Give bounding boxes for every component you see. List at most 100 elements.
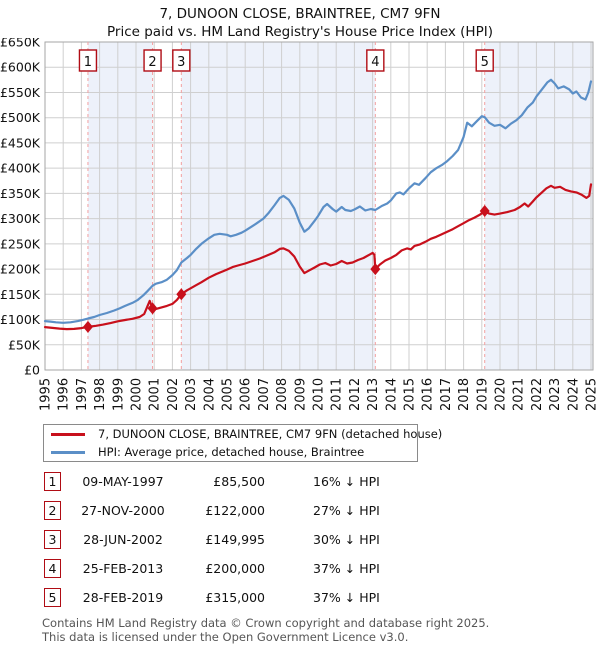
x-axis-tick-label: 2020	[494, 378, 509, 411]
license-footer: Contains HM Land Registry data © Crown c…	[42, 616, 490, 644]
sale-price: £85,500	[213, 473, 265, 489]
x-axis-tick-label: 2023	[548, 378, 563, 411]
sale-vs-hpi: 30% ↓ HPI	[313, 531, 380, 547]
x-axis-tick-label: 2024	[566, 378, 581, 411]
x-axis-tick-label: 2022	[530, 378, 545, 411]
legend-item-price-paid: 7, DUNOON CLOSE, BRAINTREE, CM7 9FN (det…	[44, 427, 442, 442]
sale-point-marker	[147, 302, 158, 315]
x-axis-tick-label: 1999	[111, 378, 126, 411]
x-axis-tick-label: 2014	[384, 378, 399, 411]
sale-point-marker	[370, 263, 381, 276]
y-axis-tick-label: £350K	[0, 186, 41, 201]
sale-date: 25-FEB-2013	[82, 560, 164, 576]
legend-item-hpi: HPI: Average price, detached house, Brai…	[44, 445, 417, 460]
sale-number-text: 2	[148, 55, 156, 70]
sale-price: £122,000	[205, 502, 265, 518]
sale-date: 09-MAY-1997	[82, 473, 164, 489]
x-axis-tick-label: 2000	[130, 378, 145, 411]
ownership-shading-band	[484, 42, 593, 370]
x-axis-tick-label: 2005	[221, 378, 236, 411]
x-axis-tick-label: 2015	[403, 378, 418, 411]
sale-price: £200,000	[205, 560, 265, 576]
x-axis-tick-label: 1997	[75, 378, 90, 411]
y-axis-tick-label: £550K	[0, 85, 41, 100]
page-title: 7, DUNOON CLOSE, BRAINTREE, CM7 9FN	[159, 6, 441, 22]
legend-label-price-paid: 7, DUNOON CLOSE, BRAINTREE, CM7 9FN (det…	[98, 427, 443, 441]
sale-row-1: 1 09-MAY-1997 £85,500 16% ↓ HPI	[44, 471, 380, 491]
sale-vs-hpi: 16% ↓ HPI	[313, 473, 380, 489]
sale-price: £149,995	[205, 531, 265, 547]
hpi-line	[43, 78, 593, 324]
sale-row-4: 4 25-FEB-2013 £200,000 37% ↓ HPI	[44, 558, 380, 578]
x-axis-tick-label: 2001	[148, 378, 163, 411]
y-axis-tick-label: £100K	[0, 312, 41, 327]
sale-number-box	[366, 49, 385, 72]
hpi-line-swatch	[51, 450, 85, 454]
y-axis-tick-label: £250K	[0, 236, 41, 251]
x-axis-tick-label: 2011	[330, 378, 345, 411]
sale-price: £315,000	[205, 589, 265, 605]
x-axis-tick-label: 2017	[439, 378, 454, 411]
x-axis-tick-label: 2013	[366, 378, 381, 411]
sale-date: 28-JUN-2002	[83, 531, 163, 547]
y-axis-tick-label: £150K	[0, 287, 41, 302]
sale-vs-hpi: 37% ↓ HPI	[313, 560, 380, 576]
x-axis-tick-label: 2007	[257, 378, 272, 411]
x-axis-tick-label: 2016	[421, 378, 436, 411]
x-axis-tick-label: 2018	[457, 378, 472, 411]
sale-point-marker	[82, 320, 93, 333]
ownership-shading-band	[181, 42, 376, 370]
y-axis-tick-label: £400K	[0, 161, 41, 176]
x-axis-tick-label: 2021	[512, 378, 527, 411]
x-axis-tick-label: 1998	[93, 378, 108, 411]
sale-number-badge: 2	[44, 500, 61, 520]
y-axis-tick-label: £50K	[8, 337, 41, 352]
sale-number-text: 5	[481, 55, 489, 70]
y-axis-tick-label: £650K	[0, 38, 41, 50]
sale-number-box	[475, 49, 494, 72]
sale-point-marker	[176, 288, 187, 301]
x-axis-tick-label: 1995	[39, 378, 54, 411]
price-history-chart: 1 2 3 4 5 £0 £50K £100K £150K £200K £250K £300K £350…	[0, 35, 600, 418]
sale-number-box	[143, 49, 162, 72]
license-footer-line2: This data is licensed under the Open Gov…	[42, 629, 409, 644]
y-axis-tick-label: £200K	[0, 262, 41, 277]
x-axis-tick-label: 2008	[275, 378, 290, 411]
legend-label-hpi: HPI: Average price, detached house, Brai…	[98, 445, 365, 459]
sale-number-badge: 4	[44, 558, 61, 578]
sale-number-text: 4	[371, 55, 379, 70]
sale-vs-hpi: 37% ↓ HPI	[313, 589, 380, 605]
y-axis-tick-label: £300K	[0, 211, 41, 226]
sale-point-marker	[479, 205, 490, 218]
sale-row-2: 2 27-NOV-2000 £122,000 27% ↓ HPI	[44, 500, 380, 520]
x-axis-tick-label: 1996	[57, 378, 72, 411]
x-axis-tick-label: 2012	[348, 378, 363, 411]
x-axis-tick-label: 2010	[312, 378, 327, 411]
sale-row-3: 3 28-JUN-2002 £149,995 30% ↓ HPI	[44, 529, 380, 549]
sale-date: 28-FEB-2019	[82, 589, 164, 605]
y-axis-tick-label: £0	[24, 363, 40, 378]
y-axis-tick-label: £500K	[0, 110, 41, 125]
page-subtitle: Price paid vs. HM Land Registry's House …	[107, 24, 493, 40]
license-footer-line1: Contains HM Land Registry data © Crown c…	[42, 616, 490, 630]
sale-number-text: 3	[177, 55, 185, 70]
price-history-chart-canvas: 1 2 3 4 5 £0 £50K £100K £150K £200K £250K £300K £350…	[0, 35, 600, 412]
plot-border	[44, 41, 594, 371]
sale-number-badge: 5	[44, 587, 61, 607]
sale-number-box	[78, 49, 98, 72]
y-axis-tick-label: £600K	[0, 60, 41, 75]
x-axis-tick-label: 2019	[475, 378, 490, 411]
x-axis-tick-label: 2004	[202, 378, 217, 411]
sale-number-badge: 1	[44, 471, 61, 491]
x-axis-tick-label: 2025	[585, 378, 600, 411]
chart-legend: 7, DUNOON CLOSE, BRAINTREE, CM7 9FN (det…	[43, 424, 442, 462]
sale-number-text: 1	[84, 55, 92, 70]
sale-number-box	[172, 49, 191, 72]
price-line-swatch	[51, 432, 85, 436]
sale-number-badge: 3	[44, 529, 61, 549]
y-axis-tick-label: £450K	[0, 135, 41, 150]
x-axis-tick-label: 2003	[184, 378, 199, 411]
x-axis-tick-label: 2009	[293, 378, 308, 411]
sale-vs-hpi: 27% ↓ HPI	[313, 502, 380, 518]
sale-row-5: 5 28-FEB-2019 £315,000 37% ↓ HPI	[44, 587, 380, 607]
